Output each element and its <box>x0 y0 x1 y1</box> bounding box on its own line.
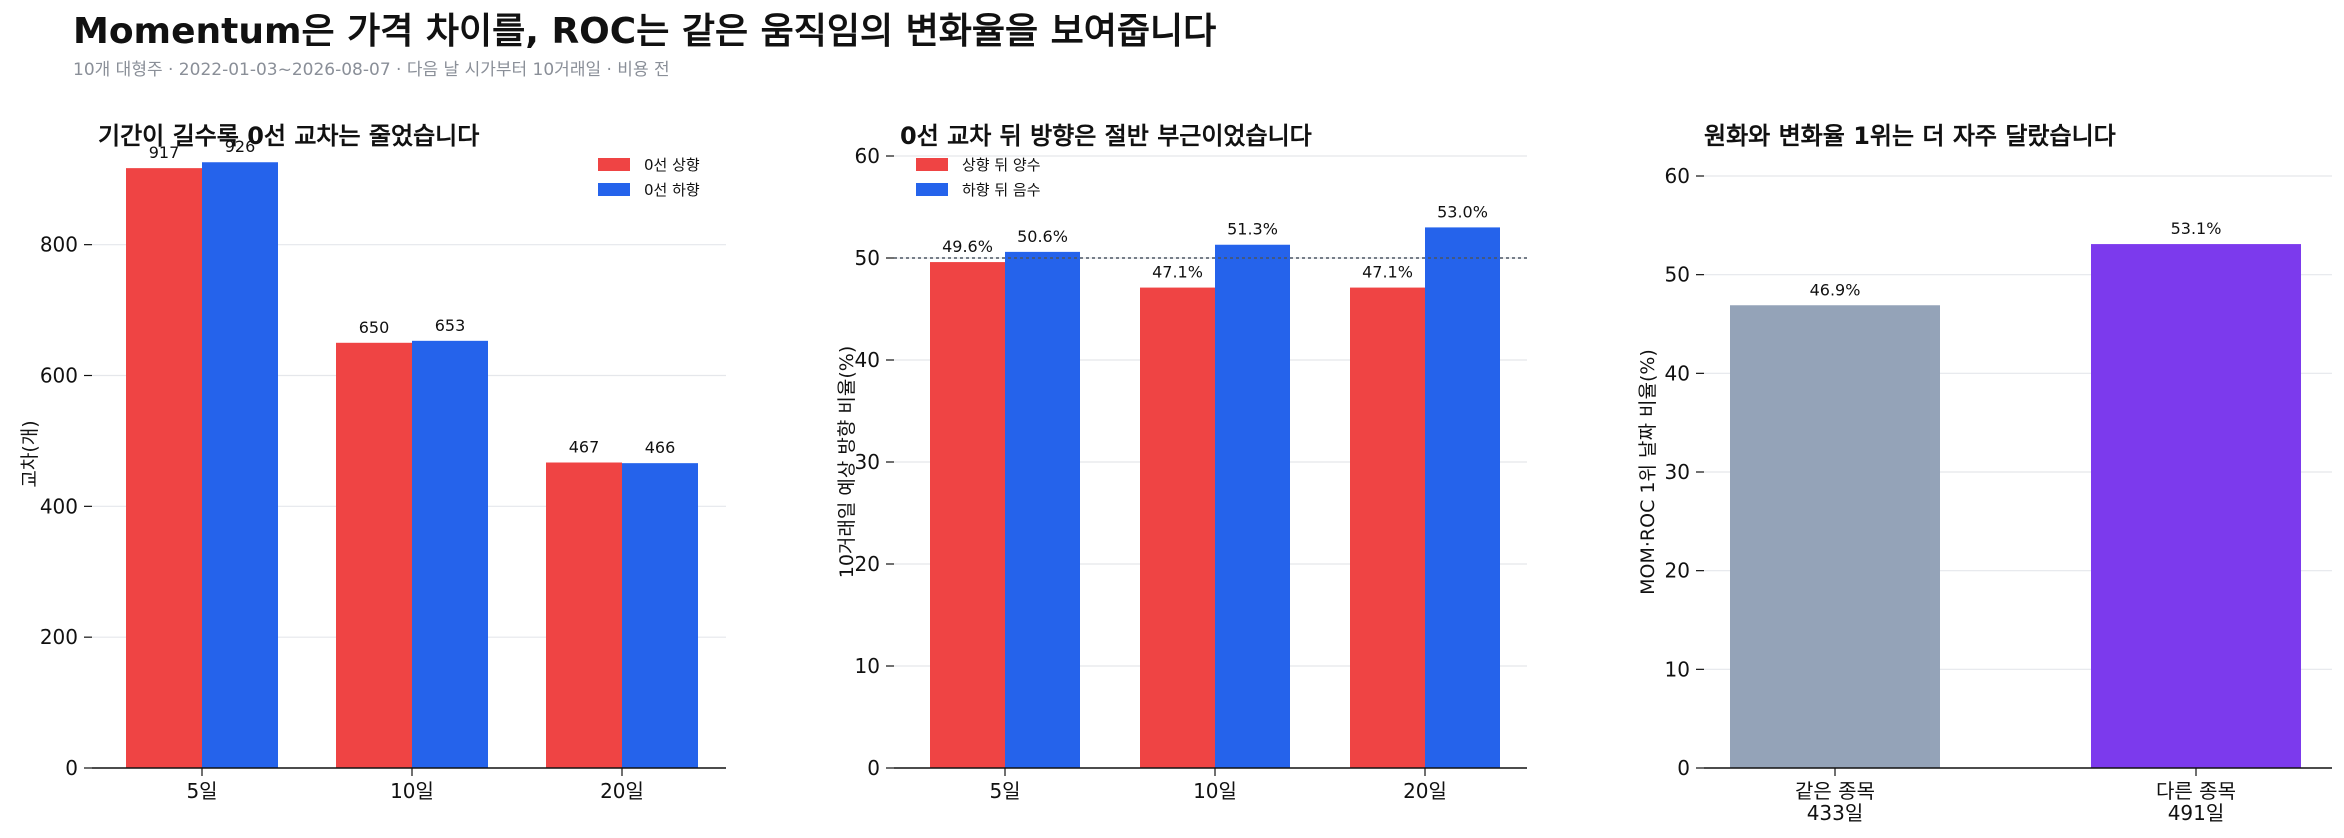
panel-title: 원화와 변화율 1위는 더 자주 달랐습니다 <box>1704 122 2116 150</box>
page-subtitle: 10개 대형주 · 2022-01-03~2026-08-07 · 다음 날 시… <box>73 60 670 80</box>
page-title: Momentum은 가격 차이를, ROC는 같은 움직임의 변화율을 보여줍니… <box>73 11 1217 52</box>
data-label: 650 <box>359 318 390 337</box>
y-tick-label: 20 <box>855 552 880 576</box>
bar <box>2091 244 2301 768</box>
data-label: 466 <box>645 438 676 457</box>
bar-down <box>1215 244 1290 769</box>
y-tick-label: 10 <box>1665 657 1690 681</box>
bar-up <box>336 342 412 768</box>
data-label: 47.1% <box>1152 263 1203 282</box>
y-tick-label: 0 <box>1677 756 1690 780</box>
bar-down <box>412 340 488 768</box>
bar-up <box>546 462 622 768</box>
x-tick-label: 5일 <box>989 779 1020 803</box>
data-label: 917 <box>149 143 180 162</box>
bar-up <box>1350 287 1425 768</box>
y-tick-label: 200 <box>40 625 78 649</box>
y-tick-label: 400 <box>40 494 78 518</box>
panel-title: 기간이 길수록 0선 교차는 줄었습니다 <box>98 122 479 150</box>
y-tick-label: 50 <box>1665 263 1690 287</box>
x-tick-label: 10일 <box>390 779 434 803</box>
data-label: 50.6% <box>1017 227 1068 246</box>
y-tick-label: 0 <box>65 756 78 780</box>
y-tick-label: 10 <box>855 654 880 678</box>
y-tick-label: 800 <box>40 233 78 257</box>
y-axis-label: 교차(개) <box>19 420 41 487</box>
x-tick-label: 433일 <box>1807 801 1864 825</box>
data-label: 53.0% <box>1437 202 1488 221</box>
data-label: 653 <box>435 316 466 335</box>
y-tick-label: 50 <box>855 246 880 270</box>
legend-label: 0선 하향 <box>644 181 700 199</box>
legend-label: 상향 뒤 양수 <box>962 156 1041 174</box>
x-tick-label: 다른 종목 <box>2156 779 2236 803</box>
y-axis-label: MOM·ROC 1위 날짜 비율(%) <box>1637 349 1659 595</box>
legend-swatch <box>598 158 630 171</box>
data-label: 46.9% <box>1810 280 1861 299</box>
y-tick-label: 600 <box>40 364 78 388</box>
x-tick-label: 5일 <box>186 779 217 803</box>
x-tick-label: 20일 <box>1403 779 1447 803</box>
bar-up <box>930 262 1005 768</box>
data-label: 49.6% <box>942 237 993 256</box>
data-label: 47.1% <box>1362 263 1413 282</box>
bar-up <box>126 168 202 769</box>
data-label: 51.3% <box>1227 220 1278 239</box>
bar-down <box>622 463 698 768</box>
x-tick-label: 10일 <box>1193 779 1237 803</box>
x-tick-label: 491일 <box>2168 801 2225 825</box>
y-tick-label: 0 <box>867 756 880 780</box>
legend-swatch <box>598 183 630 196</box>
y-tick-label: 20 <box>1665 559 1690 583</box>
bar-down <box>202 162 278 768</box>
y-tick-label: 30 <box>855 450 880 474</box>
data-label: 926 <box>225 137 256 156</box>
y-tick-label: 40 <box>1665 361 1690 385</box>
y-tick-label: 60 <box>855 144 880 168</box>
legend-swatch <box>916 183 948 196</box>
legend-label: 하향 뒤 음수 <box>962 181 1041 199</box>
x-tick-label: 20일 <box>600 779 644 803</box>
bar-up <box>1140 287 1215 768</box>
panel-title: 0선 교차 뒤 방향은 절반 부근이었습니다 <box>900 122 1312 150</box>
y-tick-label: 30 <box>1665 460 1690 484</box>
bar-down <box>1005 251 1080 768</box>
x-tick-label: 같은 종목 <box>1795 779 1875 803</box>
bar <box>1730 305 1940 768</box>
bar-down <box>1425 227 1500 768</box>
data-label: 467 <box>569 438 600 457</box>
legend-swatch <box>916 158 948 171</box>
data-label: 53.1% <box>2171 219 2222 238</box>
y-tick-label: 60 <box>1665 164 1690 188</box>
y-axis-label: 10거래일 예상 방향 비율(%) <box>836 346 858 579</box>
y-tick-label: 40 <box>855 348 880 372</box>
legend-label: 0선 상향 <box>644 156 700 174</box>
